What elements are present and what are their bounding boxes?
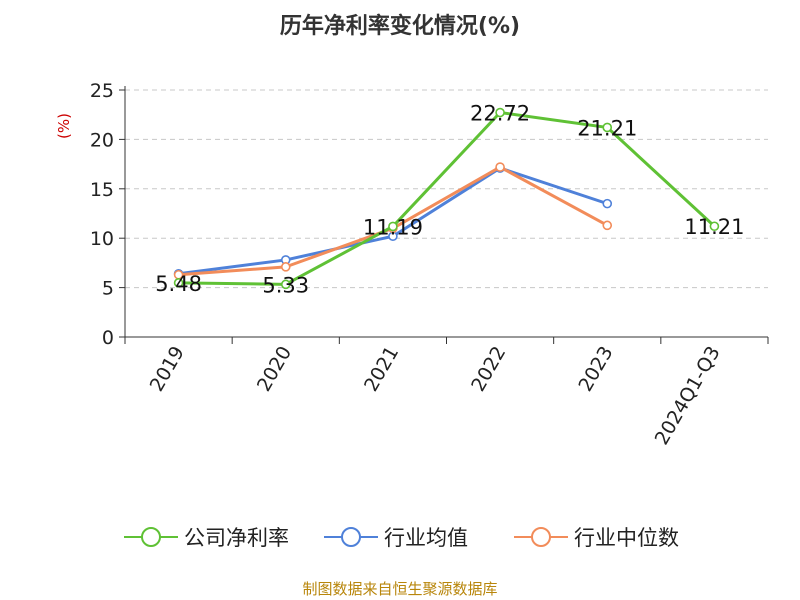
chart-title: 历年净利率变化情况(%) bbox=[280, 13, 520, 39]
legend: 公司净利率 行业均值 行业中位数 bbox=[124, 526, 679, 550]
x-tick-label: 2020 bbox=[253, 343, 296, 396]
data-point bbox=[173, 278, 184, 288]
legend-label: 行业中位数 bbox=[574, 526, 679, 550]
data-point bbox=[602, 122, 613, 133]
grid-lines bbox=[125, 89, 768, 289]
data-point bbox=[602, 198, 613, 209]
data-point bbox=[280, 262, 291, 272]
axes: 0 5 10 15 20 25 2019 2020 2021 2022 2023 2024Q1-Q3 bbox=[90, 80, 769, 449]
source-note: 制图数据来自恒生聚源数据库 bbox=[302, 580, 497, 598]
legend-marker bbox=[141, 527, 161, 547]
data-point bbox=[602, 220, 613, 231]
y-tick-label: 25 bbox=[90, 80, 114, 102]
data-label: 11.21 bbox=[684, 215, 744, 239]
series-layer bbox=[173, 107, 720, 290]
data-label: 5.48 bbox=[155, 272, 202, 296]
data-point bbox=[495, 107, 505, 118]
y-axis-label: (%) bbox=[55, 113, 73, 139]
legend-marker bbox=[341, 527, 361, 547]
legend-label: 行业均值 bbox=[384, 526, 468, 550]
data-point bbox=[709, 221, 720, 232]
data-point bbox=[388, 221, 398, 232]
data-label: 11.19 bbox=[363, 215, 423, 239]
series-line-0 bbox=[178, 111, 716, 286]
x-tick-label: 2021 bbox=[360, 343, 403, 396]
x-tick-label: 2024Q1-Q3 bbox=[651, 343, 725, 449]
data-label: 22.72 bbox=[470, 102, 530, 126]
data-point bbox=[495, 162, 505, 172]
y-tick-label: 5 bbox=[102, 278, 114, 300]
data-point bbox=[280, 279, 291, 290]
y-tick-label: 0 bbox=[102, 327, 114, 349]
x-tick-label: 2023 bbox=[574, 343, 617, 396]
y-tick-label: 15 bbox=[90, 179, 114, 201]
data-label: 21.21 bbox=[577, 116, 637, 140]
legend-label: 公司净利率 bbox=[184, 526, 289, 550]
x-tick-label: 2022 bbox=[467, 343, 510, 396]
x-tick-label: 2019 bbox=[146, 343, 189, 396]
data-labels: 5.48 5.33 11.19 22.72 21.21 11.21 bbox=[155, 102, 744, 298]
legend-marker bbox=[531, 527, 551, 547]
y-tick-label: 10 bbox=[90, 228, 114, 250]
y-tick-label: 20 bbox=[90, 129, 114, 151]
data-label: 5.33 bbox=[262, 273, 309, 297]
